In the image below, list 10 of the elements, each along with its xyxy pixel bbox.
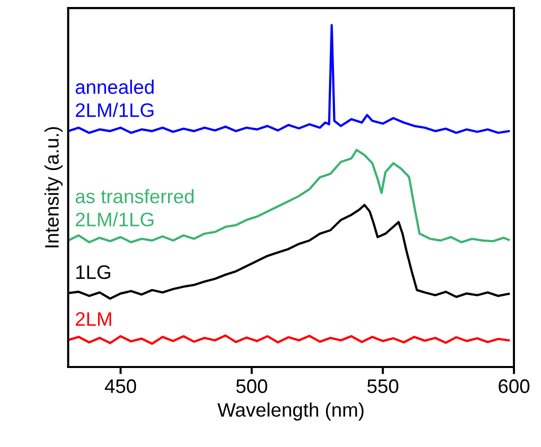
x-axis-title: Wavelength (nm) (217, 402, 364, 421)
series-label: 1LG (76, 265, 110, 280)
x-tick-label: 550 (367, 379, 398, 394)
series-label: annealed 2LM/1LG (76, 80, 154, 118)
x-tick-label: 600 (498, 379, 530, 394)
x-tick-label: 450 (104, 379, 136, 394)
series-label: 2LM (76, 312, 112, 326)
y-axis-title: Intensity (a.u.) (44, 127, 63, 248)
x-tick-label: 500 (236, 379, 268, 394)
series-label: as transferred 2LM/1LG (76, 189, 194, 226)
